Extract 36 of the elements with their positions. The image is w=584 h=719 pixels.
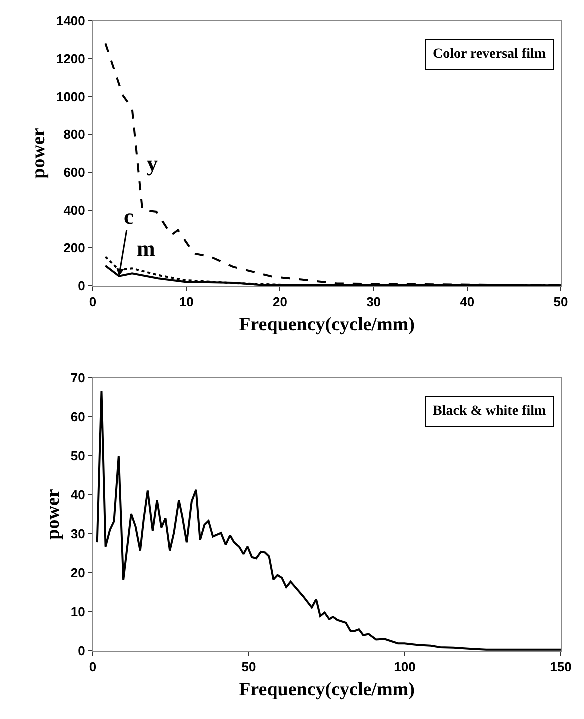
x-tick-label: 50 — [242, 660, 256, 675]
x-tick-label: 10 — [179, 294, 194, 310]
y-tick-label: 60 — [70, 410, 86, 425]
y-tick-label: 200 — [64, 240, 86, 256]
y-axis-title: power — [28, 128, 50, 179]
x-tick-label: 40 — [460, 294, 475, 310]
y-tick-label: 40 — [70, 488, 86, 503]
y-tick-label: 70 — [70, 370, 86, 386]
y-tick-label: 10 — [70, 604, 86, 620]
x-tick-label: 100 — [394, 660, 416, 675]
y-tick-label: 400 — [64, 202, 86, 218]
y-tick-label: 20 — [70, 566, 86, 581]
x-tick-label: 0 — [89, 660, 97, 675]
x-tick-label: 150 — [550, 660, 572, 675]
x-tick-label: 0 — [89, 294, 97, 310]
y-tick-label: 1000 — [56, 89, 86, 104]
y-tick-label: 800 — [64, 127, 86, 142]
y-tick-label: 50 — [70, 448, 86, 464]
y-tick-label: 1400 — [56, 14, 86, 29]
y-tick-label: 30 — [70, 526, 86, 542]
y-tick-label: 600 — [64, 164, 86, 180]
y-tick-label: 1200 — [56, 51, 86, 66]
x-tick-label: 30 — [366, 294, 382, 310]
series-label: m — [137, 236, 156, 261]
annotation: Black & white film — [433, 404, 546, 419]
line-series — [96, 390, 561, 651]
series-label: y — [147, 151, 158, 176]
annotation: Color reversal film — [433, 47, 546, 62]
series-label: c — [124, 204, 134, 229]
x-tick-label: 20 — [272, 294, 288, 310]
x-axis-title: Frequency(cycle/mm) — [239, 314, 415, 336]
y-tick-label: 0 — [78, 644, 86, 659]
y-axis-title: power — [42, 488, 64, 540]
x-axis-title: Frequency(cycle/mm) — [239, 679, 415, 700]
y-tick-label: 0 — [78, 278, 86, 294]
x-tick-label: 50 — [554, 294, 568, 310]
